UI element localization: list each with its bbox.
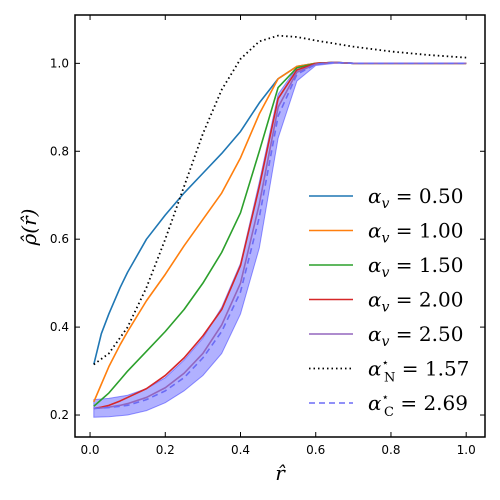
series-line-6 — [93, 61, 467, 410]
y-tick-label: 0.8 — [50, 144, 69, 158]
x-tick-label: 0.2 — [156, 443, 175, 457]
legend-label-0: αv = 0.50 — [368, 184, 463, 212]
legend-label-4: αv = 2.50 — [368, 322, 463, 350]
x-axis-ticks: 0.0 0.2 0.4 0.6 0.8 1.0 — [80, 15, 476, 457]
y-tick-label: 1.0 — [50, 56, 69, 70]
x-tick-label: 1.0 — [457, 443, 476, 457]
legend-label-3: αv = 2.00 — [368, 288, 463, 316]
series-layer — [93, 34, 467, 410]
x-tick-label: 0.8 — [381, 443, 400, 457]
x-tick-label: 0.6 — [306, 443, 325, 457]
plot-frame — [74, 14, 486, 438]
legend-label-2: αv = 1.50 — [368, 253, 463, 281]
legend-label-1: αv = 1.00 — [368, 219, 463, 247]
x-tick-label: 0.4 — [231, 443, 250, 457]
y-tick-label: 0.2 — [50, 408, 69, 422]
legend-label-5: α⋆ N = 1.57 — [368, 356, 469, 386]
series-line-5 — [93, 34, 467, 366]
y-axis-label: ρ̂(r̂) — [17, 209, 41, 247]
x-tick-label: 0.0 — [80, 443, 99, 457]
legend: αv = 0.50 αv = 1.00 αv = 1.50 αv = 2.00 αv =… — [309, 184, 469, 420]
legend-label-6: α⋆ C = 2.69 — [368, 390, 468, 420]
y-tick-label: 0.6 — [50, 232, 69, 246]
x-axis-label: r̂ — [275, 461, 286, 485]
y-axis-ticks: 0.2 0.4 0.6 0.8 1.0 — [50, 56, 485, 422]
y-tick-label: 0.4 — [50, 320, 69, 334]
